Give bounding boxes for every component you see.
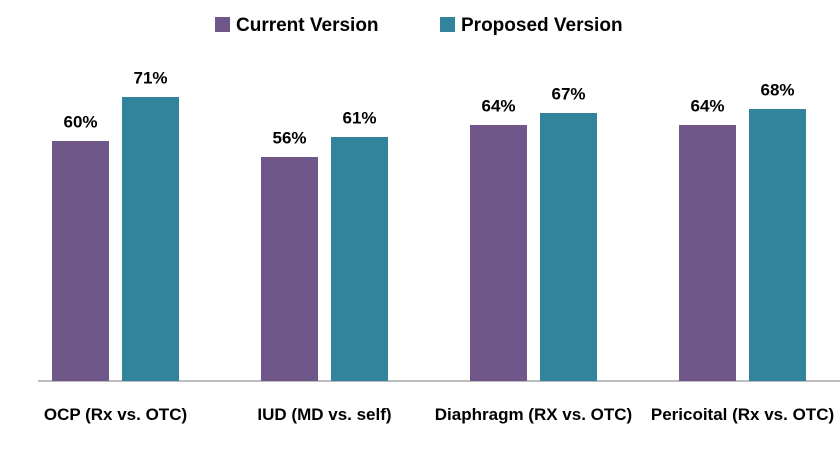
bar bbox=[331, 137, 388, 381]
data-label: 61% bbox=[342, 108, 376, 127]
legend-swatch bbox=[215, 17, 230, 32]
x-tick-label: OCP (Rx vs. OTC) bbox=[43, 405, 188, 424]
bar bbox=[679, 125, 736, 381]
data-label: 71% bbox=[133, 68, 167, 87]
bar bbox=[540, 113, 597, 381]
legend-label: Current Version bbox=[236, 15, 379, 36]
legend-swatch bbox=[440, 17, 455, 32]
data-label: 56% bbox=[272, 128, 306, 147]
bar bbox=[470, 125, 527, 381]
data-label: 64% bbox=[690, 96, 724, 115]
legend-label: Proposed Version bbox=[461, 15, 623, 36]
data-label: 60% bbox=[63, 112, 97, 131]
bar bbox=[122, 97, 179, 381]
data-label: 64% bbox=[481, 96, 515, 115]
bar bbox=[749, 109, 806, 381]
x-tick-label: IUD (MD vs. self) bbox=[257, 405, 392, 424]
bar bbox=[52, 141, 109, 381]
x-tick-label: Pericoital (Rx vs. OTC) bbox=[650, 405, 835, 424]
data-label: 68% bbox=[760, 80, 794, 99]
x-tick-label: Diaphragm (RX vs. OTC) bbox=[434, 405, 633, 424]
bar bbox=[261, 157, 318, 381]
data-label: 67% bbox=[551, 84, 585, 103]
